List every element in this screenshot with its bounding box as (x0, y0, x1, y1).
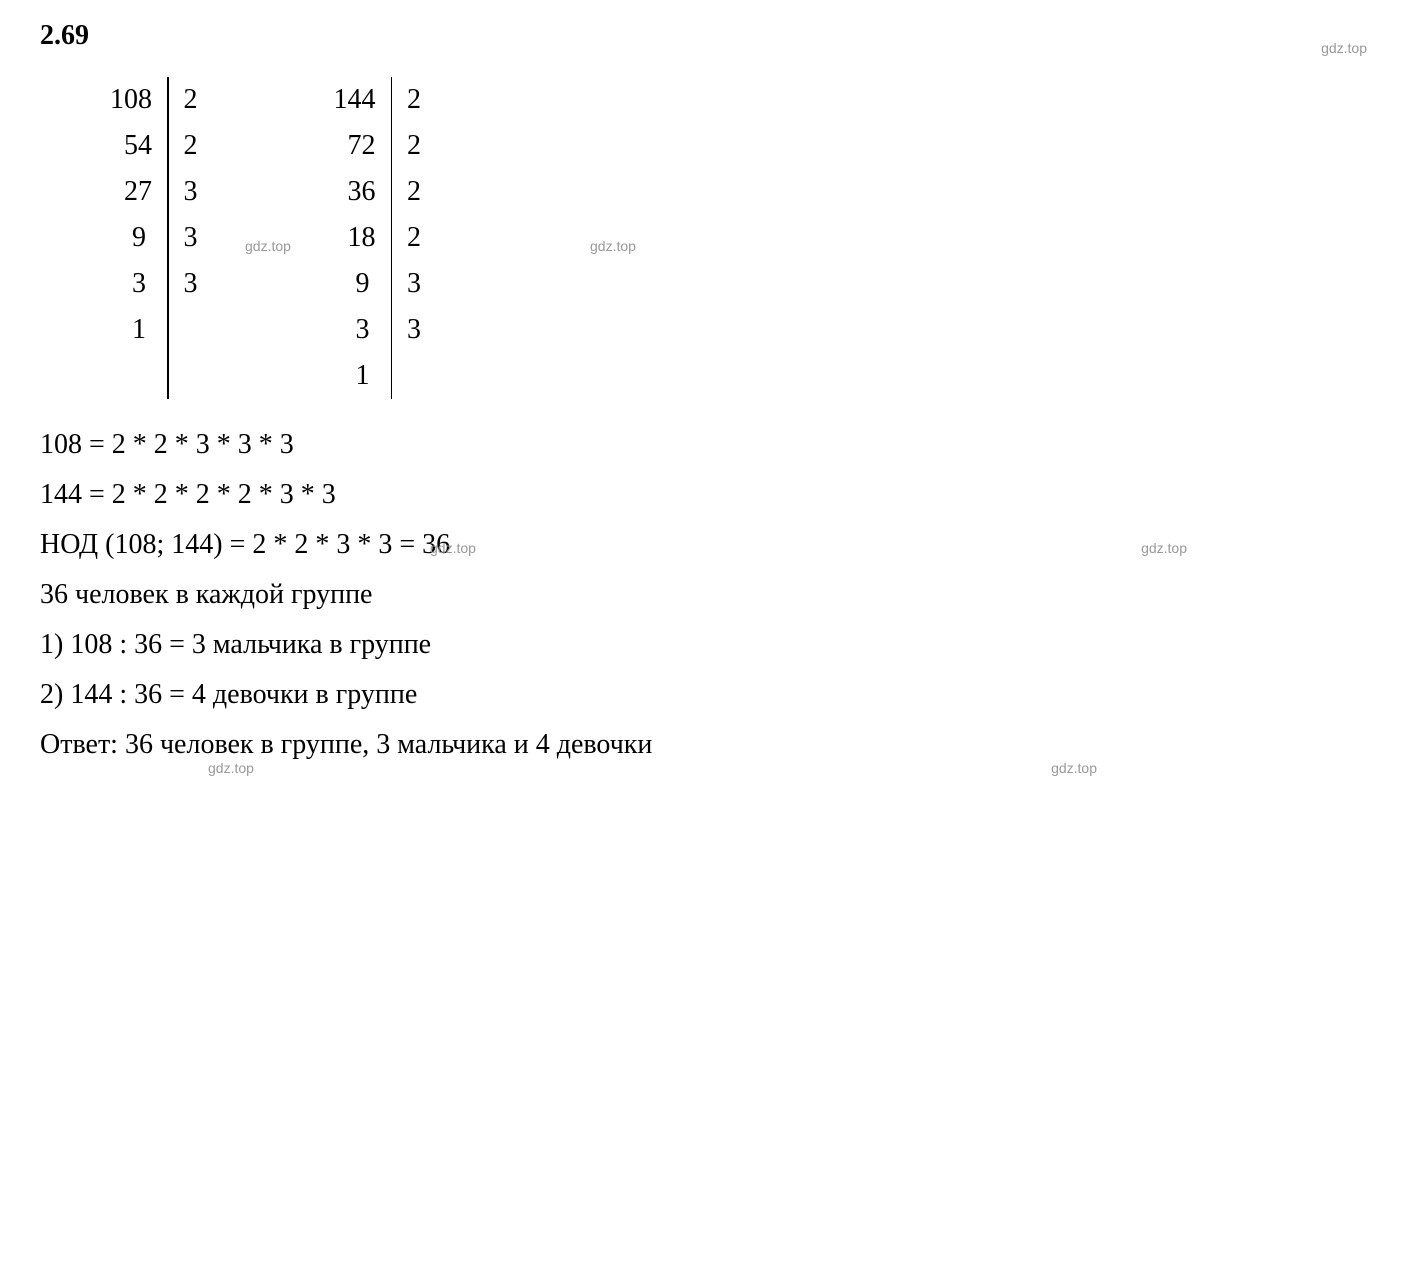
divisor-cell: 3 (407, 307, 427, 353)
divisors-col-144: 2 2 2 2 3 3 (392, 77, 427, 399)
divisor-cell: 3 (407, 261, 427, 307)
divisor-cell: 3 (184, 169, 204, 215)
dividend-cell: 18 (348, 215, 376, 261)
dividend-cell: 9 (132, 215, 152, 261)
divisor-cell: 2 (407, 123, 427, 169)
divisor-cell: 2 (407, 169, 427, 215)
equations-block: 108 = 2 * 2 * 3 * 3 * 3 144 = 2 * 2 * 2 … (40, 429, 1367, 761)
people-per-group: 36 человек в каждой группе (40, 579, 1367, 611)
dividend-cell: 54 (124, 123, 152, 169)
dividend-cell: 1 (132, 307, 152, 353)
factorization-144: 144 72 36 18 9 3 1 2 2 2 2 3 3 (334, 77, 428, 399)
divisor-cell: 2 (407, 215, 427, 261)
dividend-cell: 144 (334, 77, 376, 123)
dividend-cell: 27 (124, 169, 152, 215)
factorization-container: 108 54 27 9 3 1 2 2 3 3 3 144 72 36 18 9… (110, 77, 1367, 399)
dividend-cell: 1 (356, 353, 376, 399)
divisor-cell: 2 (184, 77, 204, 123)
divisor-cell: 2 (184, 123, 204, 169)
gcd-line: НОД (108; 144) = 2 * 2 * 3 * 3 = 36 (40, 529, 1367, 561)
dividends-col-144: 144 72 36 18 9 3 1 (334, 77, 391, 399)
step-1: 1) 108 : 36 = 3 мальчика в группе (40, 629, 1367, 661)
step-2: 2) 144 : 36 = 4 девочки в группе (40, 679, 1367, 711)
watermark: gdz.top (1051, 760, 1097, 776)
factorization-108: 108 54 27 9 3 1 2 2 3 3 3 (110, 77, 204, 399)
dividend-cell: 108 (110, 77, 152, 123)
dividend-cell: 9 (356, 261, 376, 307)
divisors-col-108: 2 2 3 3 3 (169, 77, 204, 399)
divisor-cell: 2 (407, 77, 427, 123)
dividend-cell: 36 (348, 169, 376, 215)
divisor-cell: 3 (184, 215, 204, 261)
dividends-col-108: 108 54 27 9 3 1 (110, 77, 167, 399)
dividend-cell: 3 (132, 261, 152, 307)
dividend-cell: 3 (356, 307, 376, 353)
dividend-cell: 72 (348, 123, 376, 169)
divisor-cell: 3 (184, 261, 204, 307)
task-number: 2.69 (40, 20, 1367, 52)
answer-line: Ответ: 36 человек в группе, 3 мальчика и… (40, 729, 1367, 761)
equation-108: 108 = 2 * 2 * 3 * 3 * 3 (40, 429, 1367, 461)
watermark: gdz.top (208, 760, 254, 776)
equation-144: 144 = 2 * 2 * 2 * 2 * 3 * 3 (40, 479, 1367, 511)
